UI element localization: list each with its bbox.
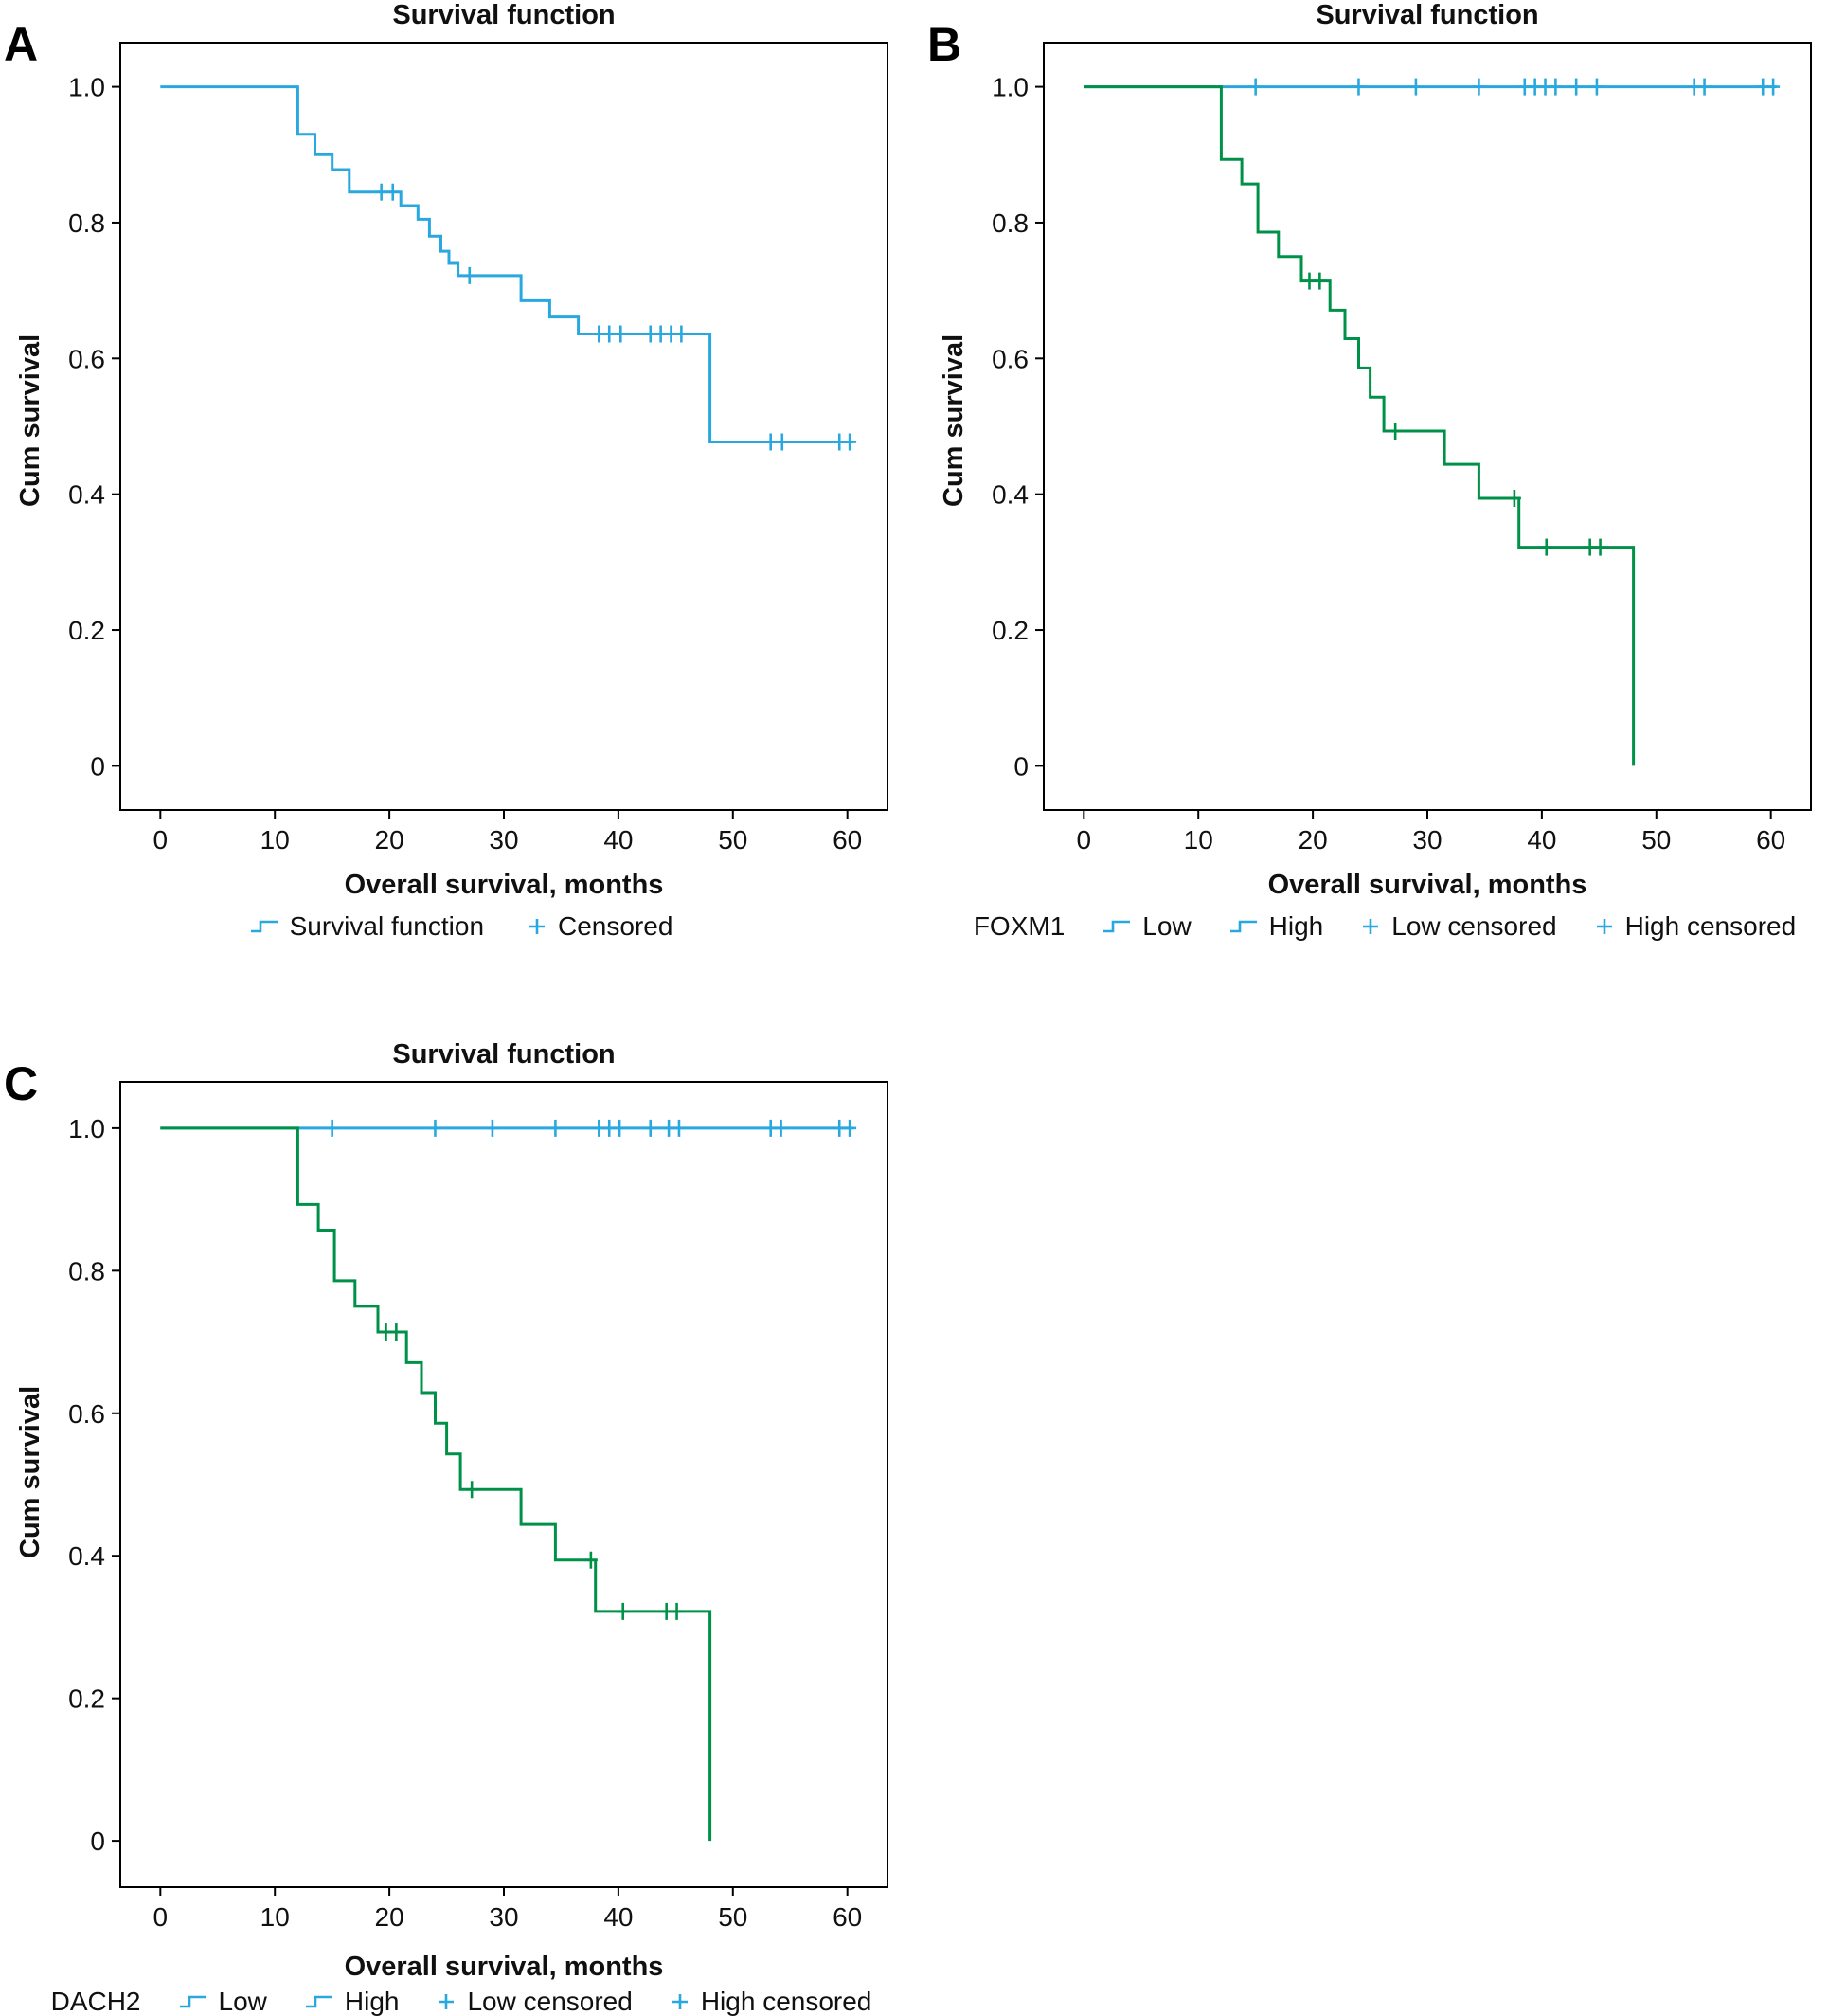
svg-text:40: 40: [603, 825, 633, 855]
legend-item-high-censored: High censored: [671, 1987, 872, 2016]
panel-a-y-axis-label: Cum survival: [15, 333, 45, 507]
svg-text:10: 10: [1184, 825, 1213, 855]
svg-text:0.6: 0.6: [68, 344, 105, 373]
svg-text:30: 30: [489, 1902, 518, 1932]
svg-text:30: 30: [489, 825, 518, 855]
svg-text:40: 40: [603, 1902, 633, 1932]
svg-text:60: 60: [1756, 825, 1785, 855]
plus-icon: [1596, 919, 1612, 934]
svg-text:60: 60: [833, 825, 862, 855]
svg-text:0.4: 0.4: [68, 480, 105, 510]
svg-text:0: 0: [1077, 825, 1092, 855]
legend-label: Low censored: [1391, 911, 1557, 941]
panel-b: B Survival function Cum survival 0 10 20 30…: [923, 0, 1846, 1004]
legend-gene-label: DACH2: [50, 1987, 141, 2016]
svg-text:0.6: 0.6: [68, 1399, 105, 1429]
panel-c-y-axis-label: Cum survival: [15, 1385, 45, 1558]
svg-text:0.4: 0.4: [992, 480, 1029, 510]
svg-text:0: 0: [90, 1827, 105, 1856]
svg-text:50: 50: [1641, 825, 1671, 855]
svg-text:0.2: 0.2: [68, 616, 105, 645]
plus-icon: [439, 1994, 455, 2009]
legend-item-censored: Censored: [528, 911, 672, 942]
legend-label: Censored: [558, 911, 673, 941]
svg-text:50: 50: [718, 1902, 747, 1932]
legend-item-low-censored: Low censored: [437, 1987, 633, 2016]
step-line-icon: [250, 920, 278, 933]
panel-b-y-axis-label: Cum survival: [939, 333, 969, 507]
svg-text:0.6: 0.6: [992, 344, 1029, 373]
legend-item-high-censored: High censored: [1595, 911, 1797, 942]
legend-label: High censored: [1624, 911, 1797, 941]
legend-label: Low: [218, 1987, 267, 2016]
panel-a-x-axis-label: Overall survival, months: [344, 870, 664, 900]
svg-text:0.8: 0.8: [68, 1256, 105, 1286]
plus-icon: [529, 919, 546, 934]
legend-item-high: High: [305, 1987, 400, 2016]
legend-item-low-censored: Low censored: [1361, 911, 1557, 942]
svg-text:10: 10: [260, 825, 290, 855]
svg-text:0: 0: [1013, 751, 1029, 781]
legend-item-low: Low: [179, 1987, 267, 2016]
panel-a: A Survival function Cum survival 0 10 20 30…: [0, 0, 923, 1004]
svg-text:1.0: 1.0: [992, 73, 1029, 102]
plus-icon: [672, 1994, 688, 2009]
panel-a-letter: A: [4, 18, 39, 71]
panel-b-title: Survival function: [1316, 0, 1539, 30]
legend-item-low: Low: [1102, 911, 1192, 942]
step-line-icon: [1103, 920, 1131, 933]
svg-text:0: 0: [153, 825, 169, 855]
panel-c-x-axis-label: Overall survival, months: [344, 1952, 664, 1982]
panel-b-legend: FOXM1 Low High Low censored High censore…: [933, 911, 1837, 942]
svg-text:60: 60: [833, 1902, 862, 1932]
svg-text:0: 0: [153, 1902, 169, 1932]
km-plot-b: 0 10 20 30 40 50 60 0 0.2 0.4 0.6 0.8 1.0: [992, 42, 1812, 855]
panel-c-title: Survival function: [392, 1039, 616, 1070]
step-line-icon: [305, 1995, 332, 2008]
svg-text:10: 10: [260, 1902, 290, 1932]
panel-c: C Survival function Cum survival 0 10 20 30…: [0, 1028, 923, 2016]
svg-text:1.0: 1.0: [68, 1114, 105, 1143]
legend-label: Survival function: [289, 911, 485, 941]
svg-text:20: 20: [375, 825, 404, 855]
svg-text:0.8: 0.8: [68, 208, 105, 238]
svg-text:0: 0: [90, 751, 105, 781]
svg-text:20: 20: [375, 1902, 404, 1932]
legend-item-survival-function: Survival function: [250, 911, 484, 942]
legend-label: High: [344, 1987, 400, 2016]
panel-a-title: Survival function: [392, 0, 616, 30]
svg-text:0.2: 0.2: [68, 1684, 105, 1714]
svg-text:20: 20: [1299, 825, 1328, 855]
step-line-icon: [1229, 920, 1257, 933]
km-plot-c: 0 10 20 30 40 50 60 0 0.2 0.4 0.6 0.8 1.0: [68, 1081, 888, 1932]
legend-label: High: [1268, 911, 1324, 941]
step-line-icon: [179, 1995, 206, 2008]
legend-label: High censored: [700, 1987, 872, 2016]
panel-b-x-axis-label: Overall survival, months: [1267, 870, 1587, 900]
plus-icon: [1363, 919, 1379, 934]
legend-label: Low censored: [467, 1987, 633, 2016]
svg-text:50: 50: [718, 825, 747, 855]
panel-b-letter: B: [927, 18, 962, 71]
panel-c-legend: DACH2 Low High Low censored High censore…: [9, 1987, 913, 2016]
legend-gene-label: FOXM1: [973, 911, 1066, 941]
svg-text:40: 40: [1527, 825, 1556, 855]
svg-text:1.0: 1.0: [68, 73, 105, 102]
km-plot-a: 0 10 20 30 40 50 60 0 0.2 0.4 0.6 0.8 1.0: [68, 42, 888, 855]
svg-text:30: 30: [1412, 825, 1442, 855]
svg-text:0.8: 0.8: [992, 208, 1029, 238]
legend-label: Low: [1142, 911, 1192, 941]
panel-a-legend: Survival function Censored: [9, 911, 913, 942]
svg-text:0.2: 0.2: [992, 616, 1029, 645]
panel-c-letter: C: [4, 1057, 39, 1110]
legend-item-high: High: [1229, 911, 1324, 942]
svg-text:0.4: 0.4: [68, 1541, 105, 1571]
